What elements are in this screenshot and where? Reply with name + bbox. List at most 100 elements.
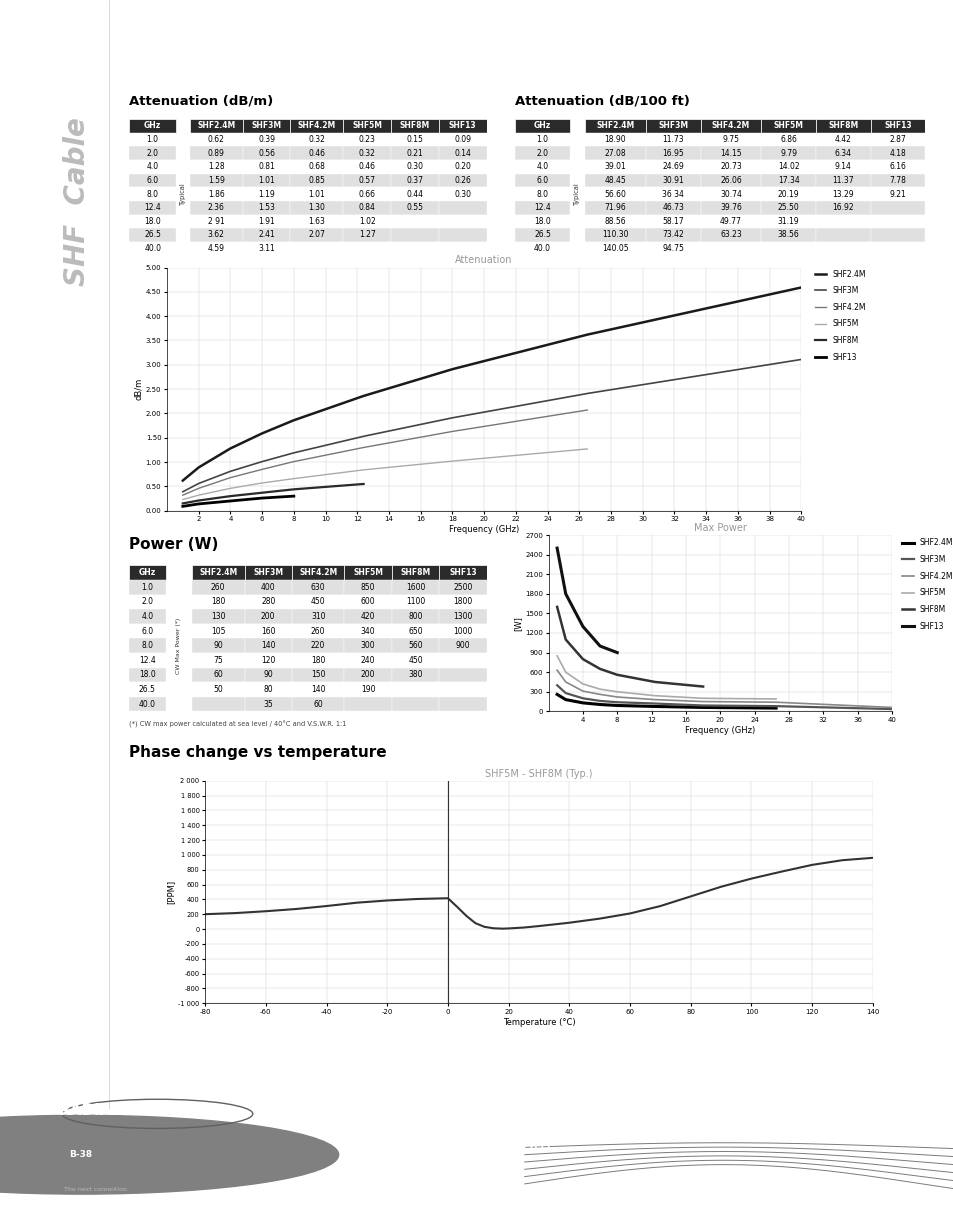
Text: 94.75: 94.75	[661, 244, 683, 253]
Bar	[870, 229, 924, 242]
Text: SHF5M: SHF5M	[352, 122, 382, 130]
Text: 35: 35	[263, 699, 273, 709]
Bar	[343, 133, 391, 146]
Bar	[515, 201, 569, 214]
Text: 1.86: 1.86	[208, 190, 224, 198]
Text: 2.87: 2.87	[889, 135, 905, 145]
Bar	[760, 201, 815, 214]
Text: SHF2.4M: SHF2.4M	[197, 122, 235, 130]
Text: 1000: 1000	[453, 626, 472, 636]
Text: www.radiall.com: www.radiall.com	[402, 1137, 551, 1155]
Text: 27.08: 27.08	[604, 148, 625, 158]
Bar	[192, 580, 244, 595]
Text: (*) CW max power calculated at sea level / 40°C and V.S.W.R. 1:1: (*) CW max power calculated at sea level…	[129, 721, 346, 728]
Bar	[438, 174, 486, 187]
Bar	[344, 609, 392, 624]
Bar	[344, 682, 392, 697]
Text: 16.92: 16.92	[832, 203, 853, 213]
Text: 0.09: 0.09	[454, 135, 471, 145]
Text: 0.23: 0.23	[358, 135, 375, 145]
Y-axis label: [PPM]: [PPM]	[166, 880, 175, 903]
Bar	[129, 146, 176, 161]
Bar	[700, 133, 760, 146]
Bar	[645, 146, 700, 161]
Bar	[242, 187, 290, 201]
Text: 140: 140	[261, 641, 275, 651]
Bar	[129, 668, 166, 682]
Bar	[290, 201, 343, 214]
Text: SHF  Cable: SHF Cable	[63, 117, 91, 286]
Text: 56.60: 56.60	[604, 190, 626, 198]
Bar	[244, 638, 292, 653]
Text: 6.34: 6.34	[834, 148, 851, 158]
Text: 190: 190	[360, 685, 375, 694]
Text: 0.14: 0.14	[454, 148, 471, 158]
Bar	[392, 653, 438, 668]
Bar	[242, 119, 290, 133]
Bar	[129, 565, 166, 580]
Text: 17.34: 17.34	[777, 176, 799, 185]
Bar	[760, 119, 815, 133]
Text: 13.29: 13.29	[832, 190, 853, 198]
Bar	[129, 682, 166, 697]
Text: 6.86: 6.86	[780, 135, 797, 145]
Text: 14.02: 14.02	[777, 162, 799, 171]
Text: 160: 160	[261, 626, 275, 636]
Text: 0.30: 0.30	[454, 190, 471, 198]
Bar	[584, 242, 645, 255]
Bar	[192, 595, 244, 609]
Bar	[290, 174, 343, 187]
Bar	[645, 242, 700, 255]
Text: SHF4.2M: SHF4.2M	[298, 568, 337, 578]
Text: 2 91: 2 91	[208, 216, 224, 226]
Text: 560: 560	[408, 641, 422, 651]
Bar	[645, 133, 700, 146]
Text: 60: 60	[213, 670, 223, 680]
Bar	[515, 242, 569, 255]
Text: 0.32: 0.32	[308, 135, 325, 145]
Bar	[292, 609, 344, 624]
Bar	[584, 161, 645, 174]
Text: 130: 130	[211, 612, 225, 621]
Text: 1.91: 1.91	[258, 216, 274, 226]
Bar	[760, 229, 815, 242]
Bar	[244, 565, 292, 580]
Bar	[760, 187, 815, 201]
Bar	[244, 595, 292, 609]
Text: 9.75: 9.75	[721, 135, 739, 145]
Bar	[515, 187, 569, 201]
Text: 800: 800	[408, 612, 422, 621]
Text: 420: 420	[360, 612, 375, 621]
Text: RADIALL: RADIALL	[59, 1103, 132, 1119]
Bar	[192, 609, 244, 624]
Text: 90: 90	[263, 670, 273, 680]
Text: 1.0: 1.0	[141, 582, 153, 592]
Bar	[290, 161, 343, 174]
Text: 8.0: 8.0	[141, 641, 153, 651]
Text: 48.45: 48.45	[604, 176, 626, 185]
Text: 0.26: 0.26	[454, 176, 471, 185]
Y-axis label: [W]: [W]	[513, 615, 521, 631]
Bar	[870, 174, 924, 187]
Bar	[129, 697, 166, 711]
Bar	[392, 668, 438, 682]
Text: 58.17: 58.17	[661, 216, 683, 226]
Text: Typical: Typical	[574, 182, 579, 206]
Bar	[242, 161, 290, 174]
Text: 200: 200	[261, 612, 275, 621]
Bar	[584, 187, 645, 201]
Bar	[242, 174, 290, 187]
Text: 1.53: 1.53	[258, 203, 274, 213]
Text: 900: 900	[456, 641, 470, 651]
Bar	[290, 133, 343, 146]
Bar	[391, 242, 438, 255]
X-axis label: Frequency (GHz): Frequency (GHz)	[449, 525, 518, 534]
Bar	[292, 638, 344, 653]
Text: 30.91: 30.91	[661, 176, 683, 185]
Title: SHF5M - SHF8M (Typ.): SHF5M - SHF8M (Typ.)	[485, 769, 592, 778]
Bar	[290, 119, 343, 133]
Text: 2.0: 2.0	[141, 597, 153, 607]
Text: 0.84: 0.84	[358, 203, 375, 213]
Text: SHF8M: SHF8M	[400, 568, 430, 578]
Bar	[192, 682, 244, 697]
